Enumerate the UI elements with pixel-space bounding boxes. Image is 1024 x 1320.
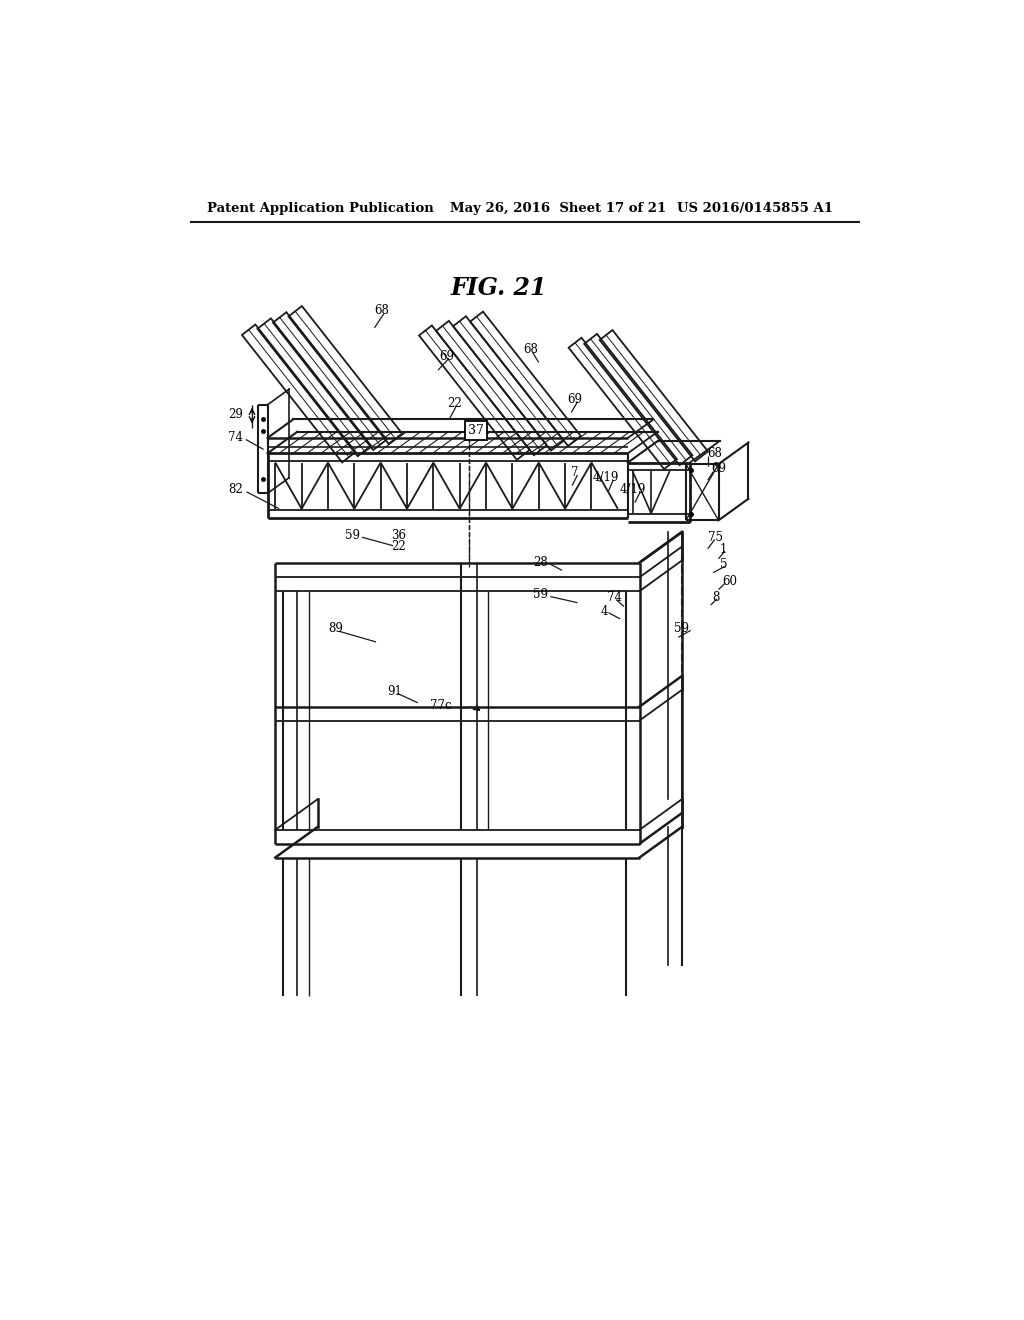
Text: 69: 69 [567, 393, 583, 407]
Text: 7: 7 [571, 466, 579, 479]
Text: 1: 1 [720, 543, 727, 556]
Text: FIG. 21: FIG. 21 [451, 276, 547, 300]
Text: 74: 74 [227, 430, 243, 444]
Text: 29: 29 [227, 408, 243, 421]
Text: 82: 82 [228, 483, 243, 496]
Text: 69: 69 [438, 350, 454, 363]
Text: 68: 68 [375, 305, 389, 317]
Text: 59: 59 [534, 589, 548, 602]
Text: 91: 91 [388, 685, 402, 698]
Text: 74: 74 [607, 591, 622, 603]
Text: May 26, 2016  Sheet 17 of 21: May 26, 2016 Sheet 17 of 21 [450, 202, 666, 215]
Text: US 2016/0145855 A1: US 2016/0145855 A1 [677, 202, 833, 215]
Text: 36: 36 [391, 529, 407, 543]
Text: 22: 22 [447, 397, 462, 409]
Text: 28: 28 [534, 556, 548, 569]
Text: 75: 75 [709, 531, 724, 544]
Text: 60: 60 [722, 576, 737, 589]
Text: 22: 22 [391, 540, 407, 553]
Text: 59: 59 [674, 622, 689, 635]
Text: 4/19: 4/19 [621, 483, 646, 496]
Text: 59: 59 [345, 529, 360, 543]
Text: 8: 8 [713, 591, 720, 603]
Text: 4/19: 4/19 [593, 471, 620, 484]
Text: 5: 5 [720, 558, 728, 572]
Text: 69: 69 [711, 462, 726, 475]
Text: 68: 68 [708, 446, 723, 459]
Text: 37: 37 [468, 424, 484, 437]
Text: 77c: 77c [430, 698, 452, 711]
FancyArrowPatch shape [464, 705, 479, 710]
Text: 68: 68 [523, 343, 539, 356]
Text: 4: 4 [601, 605, 608, 618]
Text: Patent Application Publication: Patent Application Publication [207, 202, 434, 215]
Text: 89: 89 [328, 622, 343, 635]
